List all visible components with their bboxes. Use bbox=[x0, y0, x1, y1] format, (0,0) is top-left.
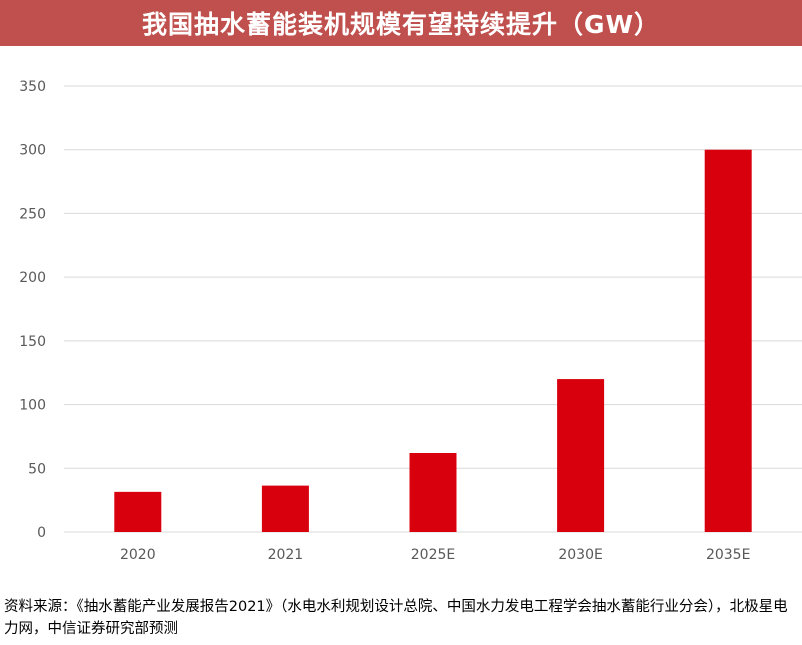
x-tick-label: 2030E bbox=[558, 547, 602, 563]
y-tick-label: 250 bbox=[19, 206, 46, 222]
y-tick-label: 300 bbox=[19, 143, 46, 159]
bar bbox=[114, 491, 162, 532]
y-tick-label: 50 bbox=[28, 461, 46, 477]
bar bbox=[261, 485, 309, 532]
y-tick-label: 150 bbox=[19, 334, 46, 350]
y-tick-label: 200 bbox=[19, 270, 46, 286]
source-note: 资料来源：《抽水蓄能产业发展报告2021》（水电水利规划设计总院、中国水力发电工… bbox=[4, 599, 788, 637]
bar bbox=[704, 149, 752, 532]
y-tick-label: 350 bbox=[19, 79, 46, 95]
x-tick-label: 2020 bbox=[120, 547, 156, 563]
bar bbox=[409, 452, 457, 532]
chart-title: 我国抽水蓄能装机规模有望持续提升（GW） bbox=[0, 0, 802, 46]
bar-chart: 0 50 100 150 200 250 300 350 2020 2021 2025E 2030E 2… bbox=[19, 79, 802, 563]
x-tick-label: 2035E bbox=[706, 547, 750, 563]
x-tick-label: 2021 bbox=[268, 547, 304, 563]
x-tick-label: 2025E bbox=[411, 547, 455, 563]
bar bbox=[557, 379, 605, 532]
y-tick-label: 100 bbox=[19, 398, 46, 414]
y-tick-label: 0 bbox=[37, 525, 46, 541]
